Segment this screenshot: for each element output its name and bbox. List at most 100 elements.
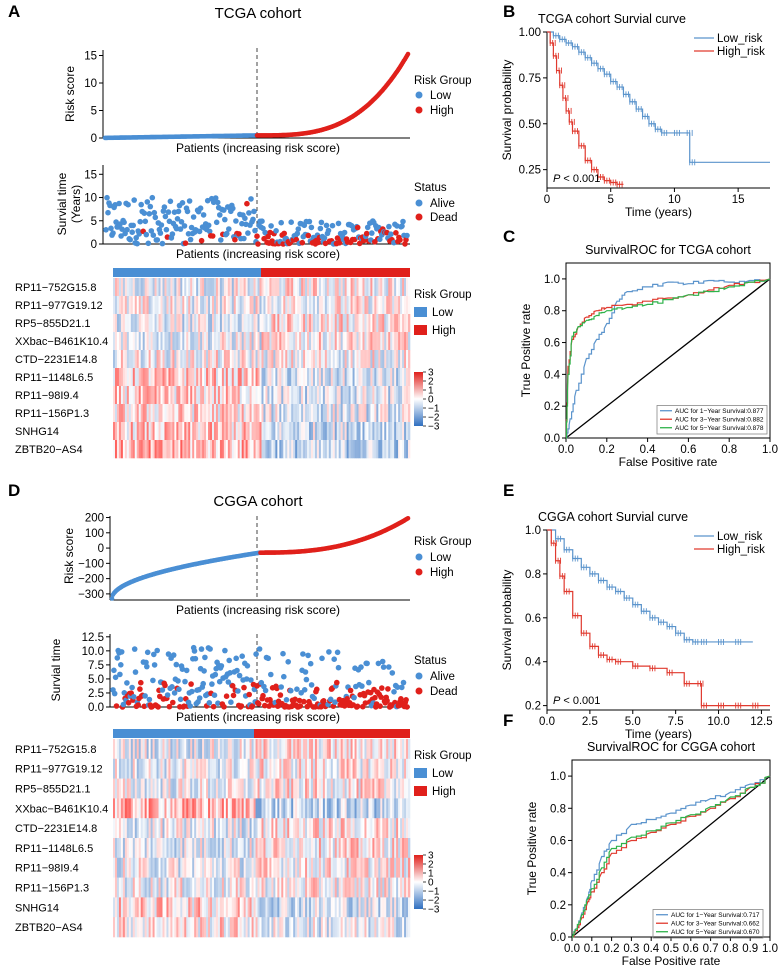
heatmap-cell (320, 778, 324, 799)
heatmap-cell (164, 818, 167, 839)
heatmap-cell (255, 440, 258, 459)
heatmap-cell (376, 386, 379, 405)
heatmap-cell (251, 897, 254, 918)
survival-point (175, 678, 181, 684)
survival-point (262, 687, 269, 694)
heatmap-cell (275, 404, 278, 423)
heatmap-cell (182, 422, 185, 441)
heatmap-cell (283, 278, 286, 297)
heatmap-cell (372, 798, 375, 819)
heatmap-cell (132, 296, 136, 315)
heatmap-cell (247, 422, 250, 441)
tcga-risk-y-tick-label: 15 (84, 51, 97, 63)
heatmap-cell (384, 404, 387, 423)
heatmap-cell (146, 877, 149, 898)
heatmap-cell (360, 739, 363, 760)
heatmap-cell (273, 877, 276, 898)
km-tcga-pvalue: P < 0.001 (553, 173, 600, 185)
heatmap-cell (273, 758, 276, 779)
heatmap-cell (154, 758, 157, 779)
heatmap-cell (255, 422, 258, 441)
heatmap-cell (144, 368, 147, 387)
heatmap-cell (328, 296, 332, 315)
roc-cgga-xlabel: False Positive rate (622, 954, 721, 966)
heatmap-cell (215, 758, 219, 779)
heatmap-cell (206, 278, 209, 297)
heatmap-cell (208, 422, 211, 441)
heatmap-cell (192, 758, 195, 779)
tcga-risk-legend-low-dot (415, 91, 423, 99)
heatmap-cell (118, 422, 122, 441)
heatmap-cell (370, 818, 373, 839)
tcga-risk-y-tick-label: 5 (91, 106, 97, 118)
heatmap-cell (196, 278, 199, 297)
km-cgga-legend-label: High_risk (717, 544, 765, 556)
heatmap-cell (160, 758, 163, 779)
cgga-risk-legend-title: Risk Group (414, 536, 472, 548)
survival-point (218, 663, 225, 669)
heatmap-cell (257, 368, 260, 387)
heatmap-cell (350, 296, 353, 315)
heatmap-cell (322, 758, 326, 779)
heatmap-cell (128, 368, 132, 387)
heatmap-cell (217, 314, 221, 333)
heatmap-cell (118, 440, 122, 459)
heatmap-cell (239, 917, 242, 938)
heatmap-cell (198, 739, 201, 760)
heatmap-cell (309, 917, 312, 938)
heatmap-cell (398, 897, 401, 918)
heatmap-cell (150, 314, 153, 333)
heatmap-cell (388, 798, 391, 819)
heatmap-cell (269, 422, 272, 441)
heatmap-cell (324, 386, 328, 405)
heatmap-cell (392, 350, 395, 369)
heatmap-cell (200, 368, 203, 387)
heatmap-cell (221, 314, 225, 333)
heatmap-cell (285, 314, 288, 333)
heatmap-cell (182, 857, 185, 878)
heatmap-cell (404, 422, 407, 441)
heatmap-cell (172, 897, 175, 918)
heatmap-cell (398, 778, 401, 799)
heatmap-cell (303, 739, 306, 760)
heatmap-cell (192, 798, 195, 819)
heatmap-cell (247, 897, 250, 918)
heatmap-cell (382, 838, 385, 859)
heatmap-cell (404, 857, 407, 878)
heatmap-cell (307, 838, 310, 859)
heatmap-cell (398, 350, 401, 369)
heatmap-cell (166, 332, 169, 351)
heatmap-cell (277, 857, 280, 878)
heatmap-cell (322, 386, 326, 405)
heatmap-cell (305, 857, 308, 878)
heatmap-cell (237, 917, 241, 938)
heatmap-cell (271, 440, 274, 459)
heatmap-cell (223, 368, 227, 387)
heatmap-cell (178, 778, 181, 799)
heatmap-cell (376, 278, 379, 297)
heatmap-cell (275, 838, 278, 859)
tcga-heat-legend-title: Risk Group (414, 289, 472, 301)
heatmap-cell (186, 758, 189, 779)
heatmap-cell (192, 818, 195, 839)
heatmap-cell (132, 350, 136, 369)
heatmap-cell (233, 332, 237, 351)
heatmap-cell (180, 798, 183, 819)
heatmap-cell (221, 917, 225, 938)
heatmap-cell (172, 368, 175, 387)
survival-point (327, 696, 334, 703)
colorbar-tick-label: 1 (428, 386, 434, 397)
heatmap-cell (316, 440, 320, 459)
heatmap-cell (366, 296, 369, 315)
heatmap-cell (273, 897, 276, 918)
heatmap-cell (138, 296, 142, 315)
heatmap-cell (247, 798, 250, 819)
heatmap-cell (287, 917, 290, 938)
heatmap-cell (219, 758, 223, 779)
heatmap-cell (204, 798, 207, 819)
heatmap-cell (338, 440, 341, 459)
heatmap-cell (251, 798, 254, 819)
heatmap-cell (138, 857, 142, 878)
heatmap-cell (140, 278, 143, 297)
heatmap-cell (279, 798, 282, 819)
